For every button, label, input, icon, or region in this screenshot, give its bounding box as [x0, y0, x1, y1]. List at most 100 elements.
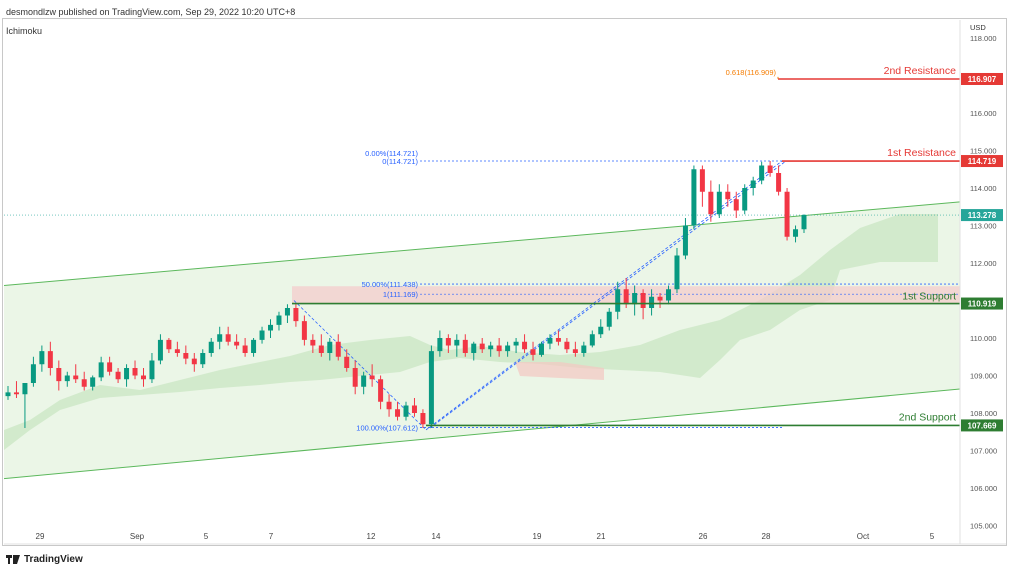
- candle-body: [98, 362, 104, 378]
- y-tick-label: 108.000: [970, 409, 997, 418]
- candle-body: [471, 343, 477, 353]
- candle-body: [496, 345, 502, 352]
- candle-body: [56, 368, 62, 382]
- candle-body: [369, 375, 375, 380]
- tradingview-brand: TradingView: [24, 554, 83, 565]
- candle-body: [22, 383, 28, 395]
- price-label-text: 107.669: [968, 421, 997, 430]
- candle-body: [513, 341, 519, 346]
- candle-body: [522, 341, 528, 350]
- 1st-support-label: 1st Support: [902, 291, 956, 303]
- fib-50-label-b: 1(111.169): [383, 290, 419, 299]
- candle-body: [30, 364, 36, 383]
- x-tick-label: 28: [762, 532, 771, 541]
- candle-body: [538, 343, 544, 355]
- price-label-text: 114.719: [968, 157, 997, 166]
- x-tick-label: Oct: [857, 532, 870, 541]
- candle-body: [708, 191, 714, 215]
- y-tick-label: 116.000: [970, 109, 997, 118]
- x-tick-label: 5: [930, 532, 935, 541]
- candle-body: [793, 229, 799, 237]
- candle-body: [699, 169, 705, 192]
- candle-body: [327, 341, 333, 353]
- indicator-label: Ichimoku: [6, 26, 43, 36]
- candle-body: [437, 338, 443, 352]
- candle-body: [505, 345, 511, 352]
- candle-body: [395, 409, 401, 417]
- candle-body: [157, 339, 163, 361]
- fib-ext-label: 0.618(116.909): [726, 68, 777, 77]
- y-tick-label: 106.000: [970, 484, 997, 493]
- candle-body: [606, 311, 612, 327]
- fib-0-label-b: 0(114.721): [382, 157, 418, 166]
- candle-body: [420, 413, 426, 425]
- x-tick-label: 5: [204, 532, 209, 541]
- candle-body: [742, 188, 748, 211]
- x-tick-label: 29: [36, 532, 45, 541]
- candle-body: [242, 345, 248, 353]
- candle-body: [310, 339, 316, 346]
- 2nd-resistance-label: 2nd Resistance: [884, 65, 957, 77]
- candle-body: [428, 351, 434, 425]
- candle-body: [691, 169, 697, 226]
- x-tick-label: Sep: [130, 532, 145, 541]
- candle-body: [183, 353, 189, 359]
- y-tick-label: 105.000: [970, 522, 997, 531]
- candle-body: [73, 375, 79, 380]
- plot-area: [4, 76, 960, 480]
- candle-body: [725, 191, 731, 200]
- candle-body: [132, 368, 138, 376]
- price-axis: [960, 20, 1006, 544]
- candle-body: [64, 375, 70, 382]
- price-label-text: 113.278: [968, 211, 997, 220]
- candle-body: [174, 349, 180, 353]
- y-tick-label: 113.000: [970, 222, 997, 231]
- candle-body: [386, 401, 392, 410]
- candle-body: [547, 338, 553, 344]
- price-label-box: [961, 155, 1003, 168]
- candle-body: [589, 334, 595, 346]
- 2nd-support-label: 2nd Support: [899, 411, 956, 423]
- x-tick-label: 7: [269, 532, 274, 541]
- candle-body: [318, 345, 324, 353]
- candle-body: [767, 165, 773, 173]
- candle-body: [352, 368, 358, 387]
- candle-body: [166, 339, 172, 350]
- fib-0-label-a: 0.00%(114.721): [365, 149, 418, 158]
- candle-body: [39, 351, 45, 365]
- candle-body: [107, 362, 113, 372]
- candle-body: [598, 326, 604, 335]
- candle-body: [344, 356, 350, 368]
- x-tick-label: 26: [699, 532, 708, 541]
- candle-body: [801, 215, 807, 230]
- candle-body: [403, 405, 409, 417]
- price-label-text: 116.907: [968, 75, 997, 84]
- candle-body: [479, 343, 485, 350]
- candle-body: [335, 341, 341, 357]
- price-label-text: 110.919: [968, 300, 997, 309]
- candle-body: [530, 349, 536, 355]
- fib-100-label: 100.00%(107.612): [356, 424, 418, 433]
- candle-body: [716, 191, 722, 215]
- candle-body: [5, 392, 11, 397]
- candle-body: [674, 255, 680, 290]
- candle-body: [564, 341, 570, 350]
- candle-body: [90, 377, 96, 387]
- candle-body: [47, 351, 53, 368]
- chart-frame: [2, 18, 1007, 546]
- price-label-box: [961, 72, 1003, 85]
- y-tick-label: 110.000: [970, 334, 997, 343]
- candle-body: [191, 358, 197, 365]
- candle-body: [649, 296, 655, 308]
- candle-body: [251, 339, 257, 353]
- candle-body: [124, 368, 130, 380]
- candle-body: [225, 334, 231, 342]
- ichimoku-cloud-green: [4, 214, 938, 450]
- fib-diag-up-2: [429, 160, 787, 429]
- candle-body: [572, 349, 578, 353]
- candle-body: [581, 345, 587, 353]
- y-tick-label: 112.000: [970, 259, 997, 268]
- candle-body: [623, 289, 629, 305]
- tradingview-footer: TradingView: [6, 554, 83, 565]
